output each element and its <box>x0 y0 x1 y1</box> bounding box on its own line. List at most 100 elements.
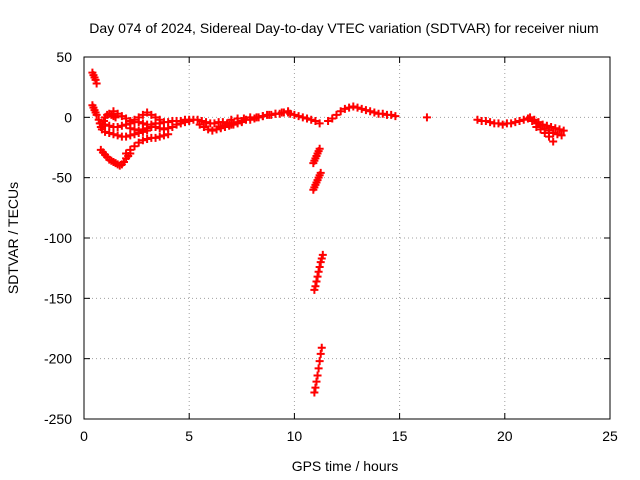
data-point <box>324 116 333 125</box>
data-point <box>130 142 139 151</box>
data-point <box>486 118 495 127</box>
data-point <box>204 125 213 134</box>
data-point <box>138 136 147 145</box>
x-tick-label: 20 <box>497 428 513 444</box>
data-point <box>117 121 126 130</box>
data-point <box>176 119 185 128</box>
data-point <box>286 109 295 118</box>
data-point <box>155 124 164 133</box>
data-point <box>549 137 558 146</box>
data-point <box>151 113 160 122</box>
data-point <box>315 357 324 366</box>
x-tick-label: 0 <box>80 428 88 444</box>
series-late-3 <box>532 122 558 146</box>
data-point <box>507 119 516 128</box>
data-point <box>220 121 229 130</box>
data-point <box>138 110 147 119</box>
data-point <box>113 122 122 131</box>
series-spike-top <box>309 144 324 168</box>
data-point <box>159 125 168 134</box>
y-tick-label: -100 <box>44 230 72 246</box>
data-point <box>494 119 503 128</box>
data-point <box>130 115 139 124</box>
data-point <box>328 114 337 123</box>
data-point <box>391 112 400 121</box>
data-point <box>134 126 143 135</box>
data-point <box>366 107 375 116</box>
data-point <box>151 133 160 142</box>
data-point <box>361 106 370 115</box>
y-tick-label: 0 <box>64 109 72 125</box>
data-point <box>109 130 118 139</box>
y-tick-label: -250 <box>44 411 72 427</box>
x-tick-label: 15 <box>392 428 408 444</box>
data-point <box>498 120 507 129</box>
data-point <box>294 112 303 121</box>
data-point <box>134 138 143 147</box>
plot-frame <box>83 56 611 420</box>
data-point <box>551 124 560 133</box>
data-point <box>239 114 248 123</box>
data-point <box>155 132 164 141</box>
series-early-dip <box>96 145 135 170</box>
x-axis-label: GPS time / hours <box>292 458 399 474</box>
series-early-rise-2 <box>122 130 173 158</box>
data-point <box>122 149 131 158</box>
data-point <box>164 124 173 133</box>
series-spike-upper <box>309 168 325 194</box>
y-tick-label: 50 <box>56 49 72 65</box>
point-layer <box>88 68 568 397</box>
data-point <box>317 343 326 352</box>
data-point <box>357 104 366 113</box>
data-point <box>126 131 135 140</box>
data-point <box>315 119 324 128</box>
data-point <box>92 110 101 119</box>
data-point <box>101 120 110 129</box>
data-point <box>227 115 236 124</box>
data-point <box>314 267 323 276</box>
data-point <box>553 130 562 139</box>
data-point <box>216 122 225 131</box>
data-point <box>113 109 122 118</box>
data-point <box>109 107 118 116</box>
data-point <box>252 113 261 122</box>
data-point <box>378 109 387 118</box>
data-point <box>387 110 396 119</box>
data-point <box>210 119 219 128</box>
series-spike-mid <box>310 250 327 294</box>
x-tick-label: 10 <box>287 428 303 444</box>
data-point <box>315 262 324 271</box>
data-point <box>310 388 319 397</box>
y-tick-label: -50 <box>52 170 72 186</box>
data-point <box>101 127 110 136</box>
data-point <box>515 116 524 125</box>
data-point <box>316 168 325 177</box>
data-point <box>307 115 316 124</box>
data-point <box>315 144 324 153</box>
data-point <box>511 118 520 127</box>
data-point <box>370 108 379 117</box>
series-early-cluster <box>88 101 120 134</box>
data-point <box>193 115 202 124</box>
data-point <box>151 122 160 131</box>
tick-layer: 0 5 10 15 20 25 -250 -200 -150 -100 -50 0 50 <box>44 49 618 444</box>
data-point <box>265 110 274 119</box>
data-point <box>314 364 323 373</box>
series-band-2 <box>109 107 164 125</box>
data-point <box>143 135 152 144</box>
y-tick-label: -200 <box>44 351 72 367</box>
y-tick-label: -150 <box>44 290 72 306</box>
data-point <box>473 115 482 124</box>
x-tick-label: 25 <box>602 428 618 444</box>
data-point <box>113 131 122 140</box>
data-point <box>332 110 341 119</box>
data-point <box>172 120 181 129</box>
data-point <box>345 103 354 112</box>
data-point <box>96 119 105 128</box>
data-point <box>311 282 320 291</box>
data-point <box>92 79 101 88</box>
data-point <box>536 125 545 134</box>
data-point <box>340 104 349 113</box>
data-point <box>277 108 286 117</box>
